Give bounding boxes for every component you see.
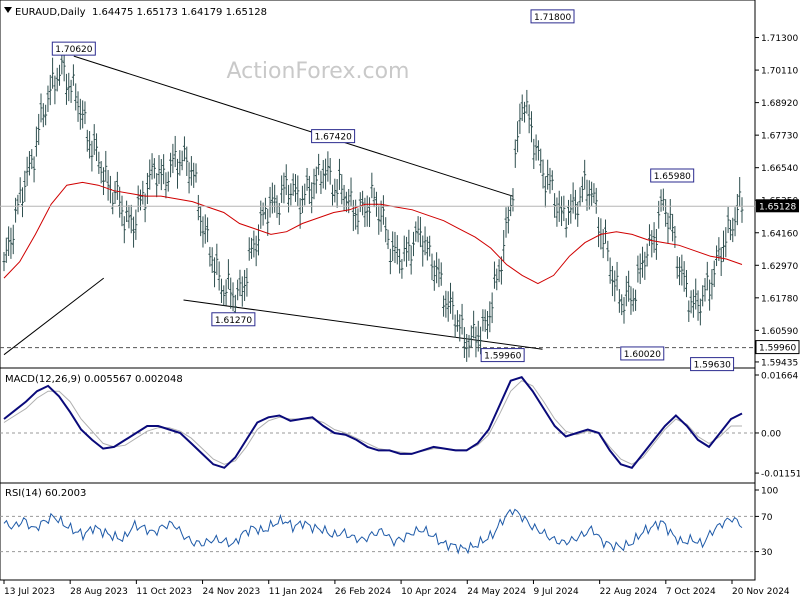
time-tick-label: 11 Oct 2023: [136, 587, 192, 597]
price-annotation-box: [530, 9, 575, 24]
ohlc-readout: 1.64475 1.65173 1.64179 1.65128: [92, 7, 267, 18]
time-tick-label: 20 Nov 2024: [732, 587, 790, 597]
price-annotation-label: 1.61270: [215, 316, 252, 326]
rsi-tick-label: 70: [761, 513, 773, 523]
time-tick-label: 24 Nov 2023: [203, 587, 261, 597]
instrument-symbol: EURAUD,Daily: [15, 7, 86, 18]
support-price-box: [755, 340, 800, 355]
price-tick-label: 1.64160: [761, 229, 798, 239]
price-annotation-box: [211, 312, 256, 327]
time-tick-label: 10 Apr 2024: [401, 587, 457, 597]
price-annotation-label: 1.65980: [654, 172, 691, 182]
trendline-layer: [3, 55, 543, 356]
macd-label: MACD(12,26,9) 0.005567 0.002048: [5, 374, 183, 385]
rsi-panel: [0, 482, 756, 581]
price-annotation-layer: 1.70620 1.71800 1.67420 1.65980 1.61270 1.599…: [51, 9, 735, 372]
time-tick-label: 9 Jul 2024: [533, 587, 578, 597]
title-row: EURAUD,Daily 1.64475 1.65173 1.64179 1.6…: [4, 7, 267, 18]
price-annotation-box: [480, 348, 525, 363]
price-annotation-label: 1.71800: [534, 13, 571, 23]
trendline: [3, 277, 105, 356]
time-tick-label: 26 Feb 2024: [335, 587, 391, 597]
time-tick-label: 28 Aug 2023: [70, 587, 128, 597]
current-price-box: [756, 199, 799, 213]
price-annotation-box: [650, 168, 695, 183]
macd-panel: [0, 367, 756, 484]
price-annotation-label: 1.59960: [484, 352, 521, 362]
time-tick-label: 13 Jul 2023: [4, 587, 55, 597]
time-tick-label: 7 Oct 2024: [666, 587, 716, 597]
price-bars-layer: [2, 47, 744, 362]
time-tick-label: 11 Jan 2024: [269, 587, 323, 597]
rsi-label: RSI(14) 60.2003: [5, 488, 86, 499]
collapse-triangle-icon: [4, 7, 12, 13]
price-annotation-box: [620, 346, 665, 361]
price-annotation-box: [690, 357, 735, 372]
price-annotation-box: [51, 41, 96, 56]
price-tick-label: 1.67730: [761, 132, 798, 142]
support-line-layer: 1.59960: [0, 340, 800, 355]
price-tick-label: 1.71300: [761, 34, 798, 44]
price-annotation-label: 1.70620: [55, 45, 92, 55]
macd-tick-label: -0.011515: [761, 470, 800, 480]
price-tick-label: 1.66540: [761, 164, 798, 174]
macd-layer: 0.01664 0.00 -0.011515: [0, 371, 800, 480]
macd-line: [3, 376, 743, 469]
price-tick-label: 1.61780: [761, 294, 798, 304]
rsi-tick-label: 100: [761, 487, 778, 497]
macd-tick-label: 0.01664: [761, 371, 798, 381]
price-annotation-box: [311, 129, 356, 144]
moving-average-layer: [3, 181, 743, 285]
current-price-layer: 1.65128: [0, 199, 799, 213]
current-price-label: 1.65128: [759, 202, 796, 212]
watermark: ActionForex.com: [227, 59, 410, 84]
rsi-tick-label: 30: [761, 548, 773, 558]
rsi-line: [3, 508, 743, 555]
rsi-layer: 100 70 30: [0, 487, 778, 558]
price-tick-label: 1.60590: [761, 327, 798, 337]
macd-tick-label: 0.00: [761, 429, 781, 439]
support-price-label: 1.59960: [759, 344, 796, 354]
price-panel: [0, 0, 756, 369]
macd-signal-line: [3, 380, 742, 465]
price-tick-label: 1.68920: [761, 99, 798, 109]
moving-average-line: [3, 181, 743, 285]
time-tick-label: 24 May 2024: [467, 587, 526, 597]
time-tick-label: 22 Aug 2024: [600, 587, 658, 597]
trendline: [73, 55, 513, 197]
price-annotation-label: 1.67420: [315, 133, 352, 143]
price-annotation-label: 1.60020: [624, 350, 661, 360]
price-annotation-label: 1.59630: [694, 361, 731, 371]
trendline: [183, 299, 543, 350]
price-tick-label: 1.59435: [761, 358, 798, 368]
price-tick-label: 1.62970: [761, 262, 798, 272]
price-tick-label: 1.70110: [761, 67, 798, 77]
time-axis: 13 Jul 2023 28 Aug 2023 11 Oct 2023 24 Nov …: [3, 580, 790, 597]
